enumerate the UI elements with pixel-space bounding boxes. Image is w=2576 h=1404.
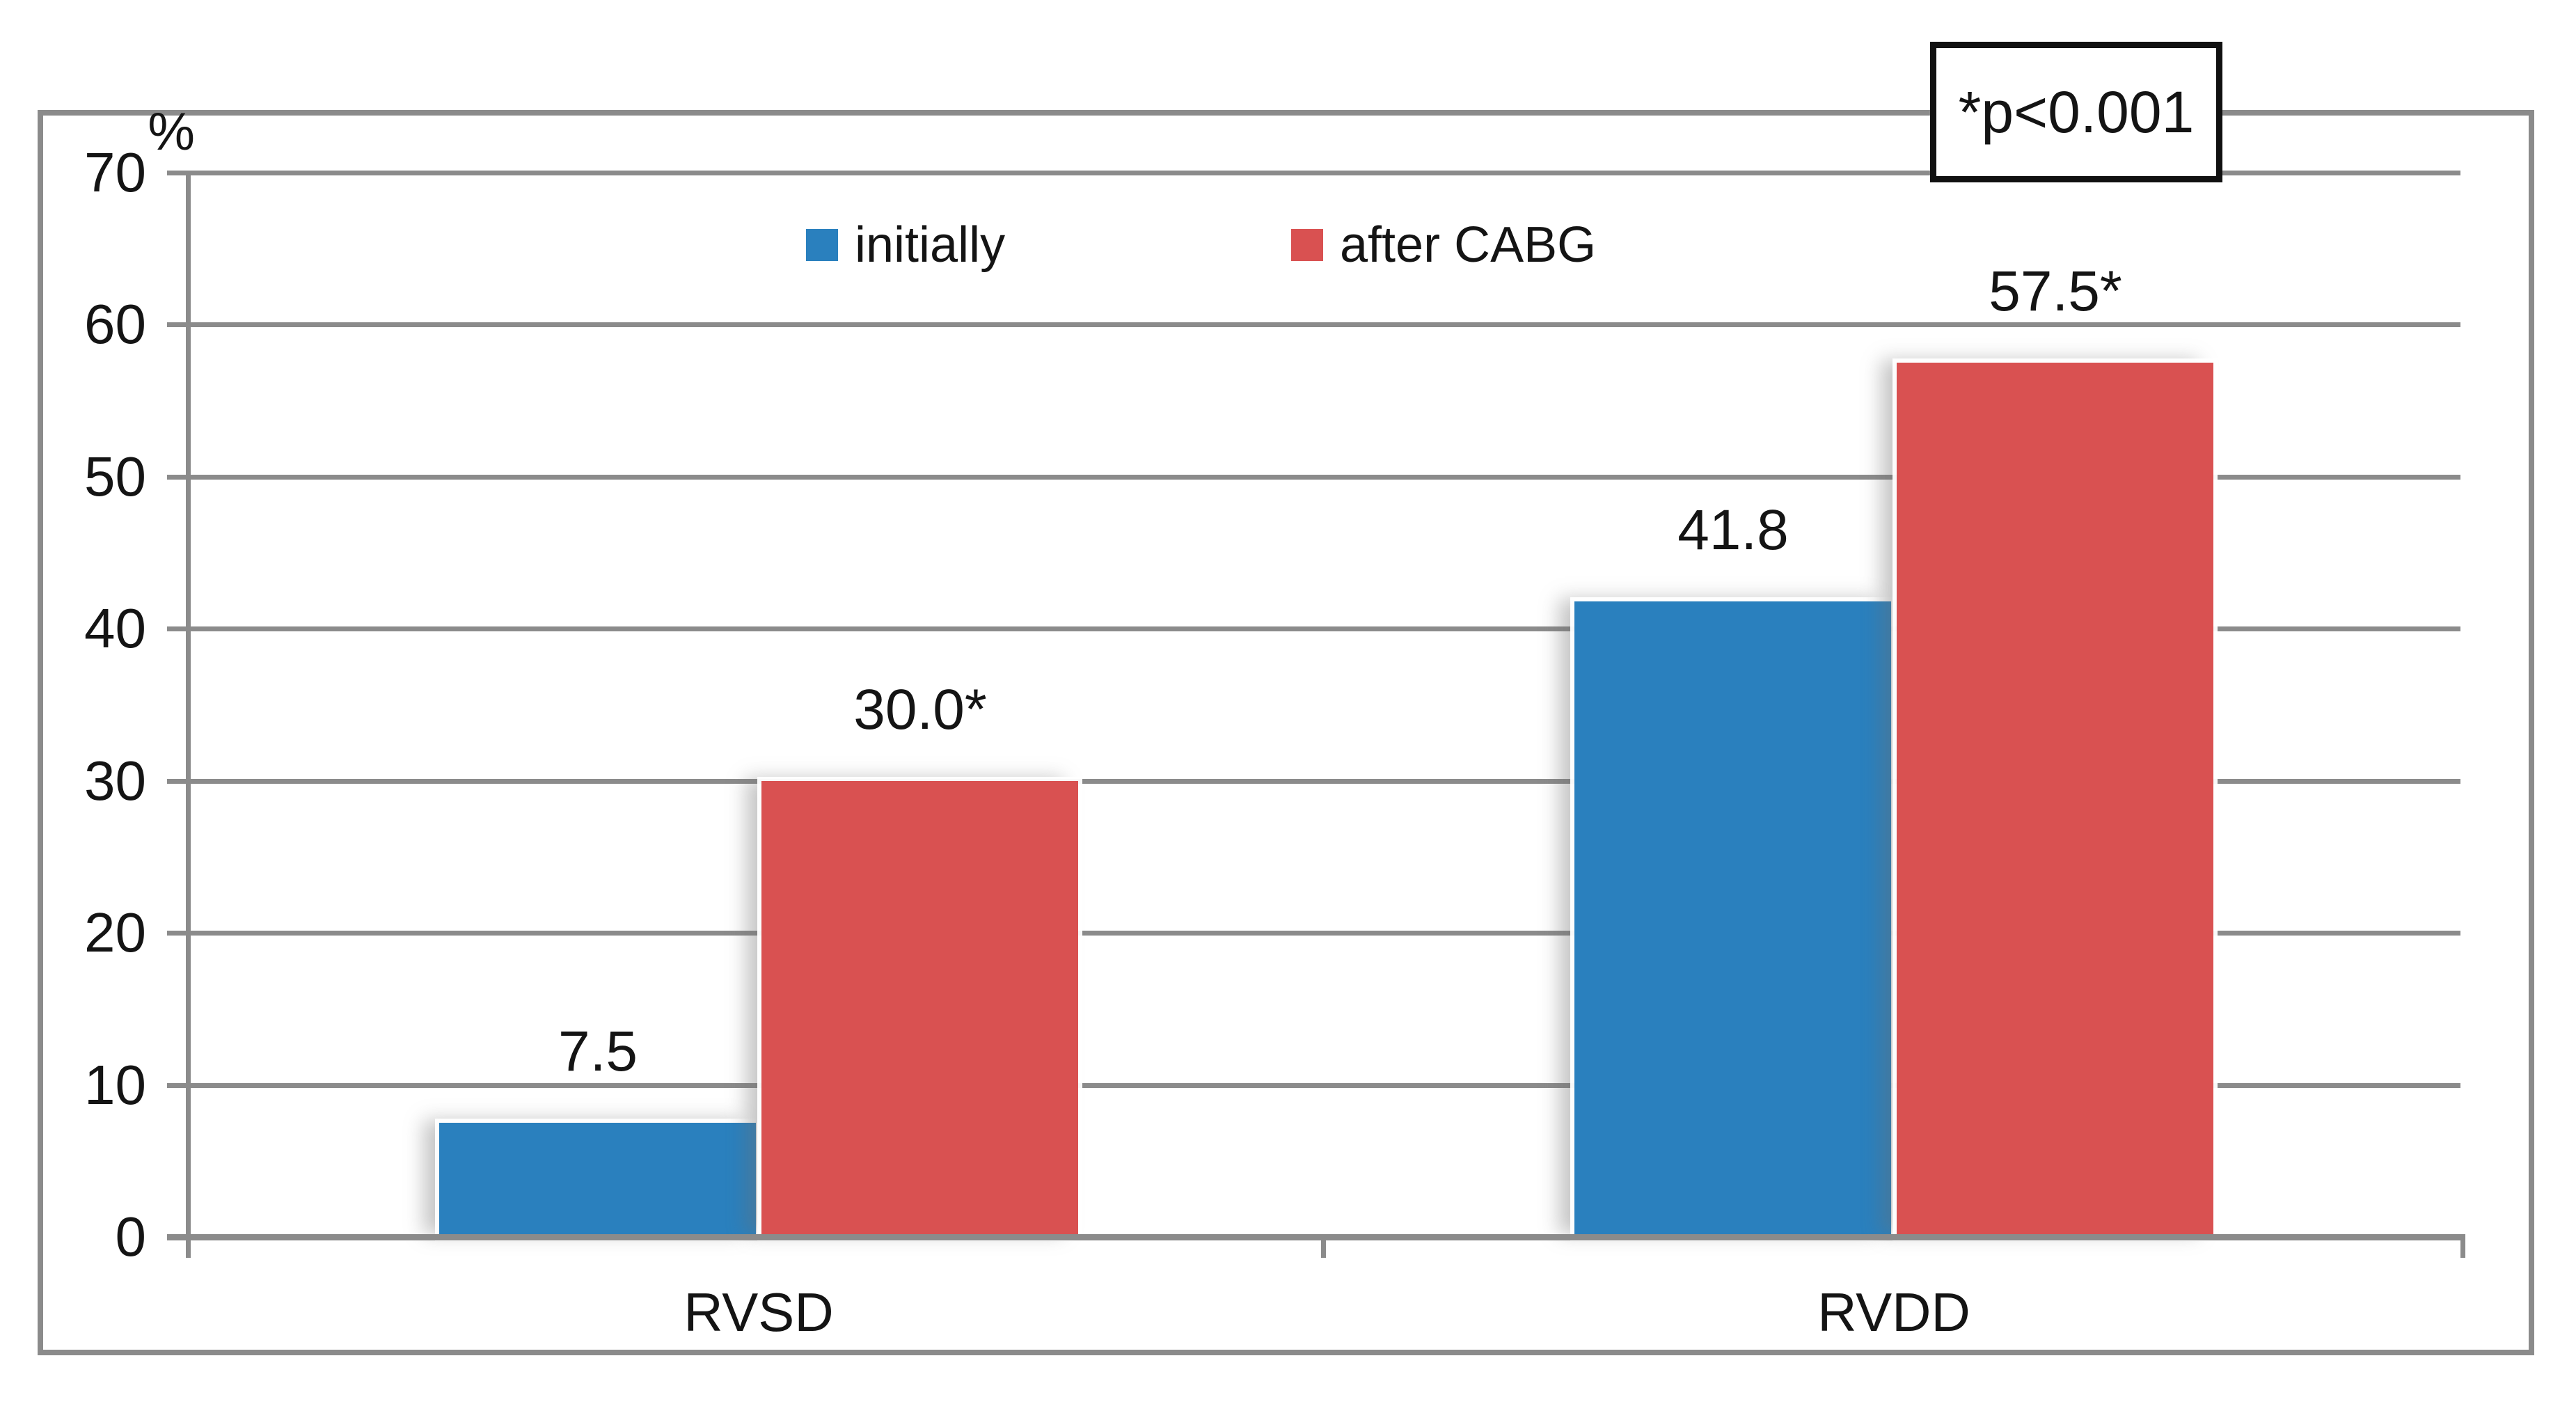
legend-label-initially: initially bbox=[855, 217, 1006, 273]
y-axis-unit-label: % bbox=[148, 102, 195, 161]
y-axis-tick-label-50: 50 bbox=[84, 445, 146, 507]
significance-note-box: *p<0.001 bbox=[1930, 42, 2222, 182]
y-axis-tick-60 bbox=[167, 322, 186, 327]
chart-frame bbox=[38, 110, 2534, 1355]
legend-item-after-cabg: after CABG bbox=[1291, 217, 1597, 273]
y-axis-tick-label-0: 0 bbox=[115, 1206, 147, 1268]
y-axis-tick-40 bbox=[167, 626, 186, 631]
y-axis-tick-label-40: 40 bbox=[84, 597, 146, 659]
y-axis-tick-30 bbox=[167, 779, 186, 784]
legend: initially after CABG bbox=[0, 217, 2576, 273]
y-axis-tick-label-30: 30 bbox=[84, 750, 146, 812]
legend-item-initially: initially bbox=[806, 217, 1006, 273]
y-axis-tick-label-70: 70 bbox=[84, 141, 146, 203]
gridline-60 bbox=[186, 322, 2460, 327]
significance-note: *p<0.001 bbox=[1958, 79, 2195, 145]
bar-initially-rvdd bbox=[1574, 601, 1891, 1237]
y-axis-line bbox=[186, 173, 191, 1237]
gridline-20 bbox=[186, 931, 2460, 936]
x-axis-line bbox=[167, 1234, 2465, 1240]
gridline-40 bbox=[186, 626, 2460, 631]
legend-swatch-initially-icon bbox=[806, 229, 838, 261]
bar-value-label-rvdd-1: 57.5* bbox=[1989, 260, 2122, 323]
y-axis-tick-20 bbox=[167, 931, 186, 936]
y-axis-tick-70 bbox=[167, 171, 186, 175]
bar-value-label-rvdd-0: 41.8 bbox=[1677, 498, 1789, 562]
bar-after-cabg-rvsd bbox=[761, 781, 1078, 1237]
gridline-10 bbox=[186, 1083, 2460, 1088]
legend-label-after-cabg: after CABG bbox=[1340, 217, 1597, 273]
y-axis-tick-label-10: 10 bbox=[84, 1054, 146, 1116]
x-axis-downtick-0 bbox=[186, 1237, 191, 1258]
gridline-70 bbox=[186, 171, 2460, 175]
y-axis-tick-label-20: 20 bbox=[84, 901, 146, 963]
y-axis-tick-50 bbox=[167, 475, 186, 480]
bar-after-cabg-rvdd bbox=[1897, 363, 2213, 1237]
x-axis-downtick-2 bbox=[2460, 1237, 2465, 1258]
y-axis-tick-label-60: 60 bbox=[84, 293, 146, 355]
bar-initially-rvsd bbox=[439, 1123, 756, 1237]
bar-value-label-rvsd-1: 30.0* bbox=[853, 678, 987, 741]
category-label-rvsd: RVSD bbox=[683, 1281, 834, 1343]
bar-value-label-rvsd-0: 7.5 bbox=[558, 1020, 638, 1083]
gridline-50 bbox=[186, 475, 2460, 480]
category-label-rvdd: RVDD bbox=[1817, 1281, 1970, 1343]
y-axis-tick-10 bbox=[167, 1083, 186, 1088]
x-axis-downtick-1 bbox=[1321, 1237, 1326, 1258]
gridline-30 bbox=[186, 779, 2460, 784]
legend-swatch-after-cabg-icon bbox=[1291, 229, 1323, 261]
